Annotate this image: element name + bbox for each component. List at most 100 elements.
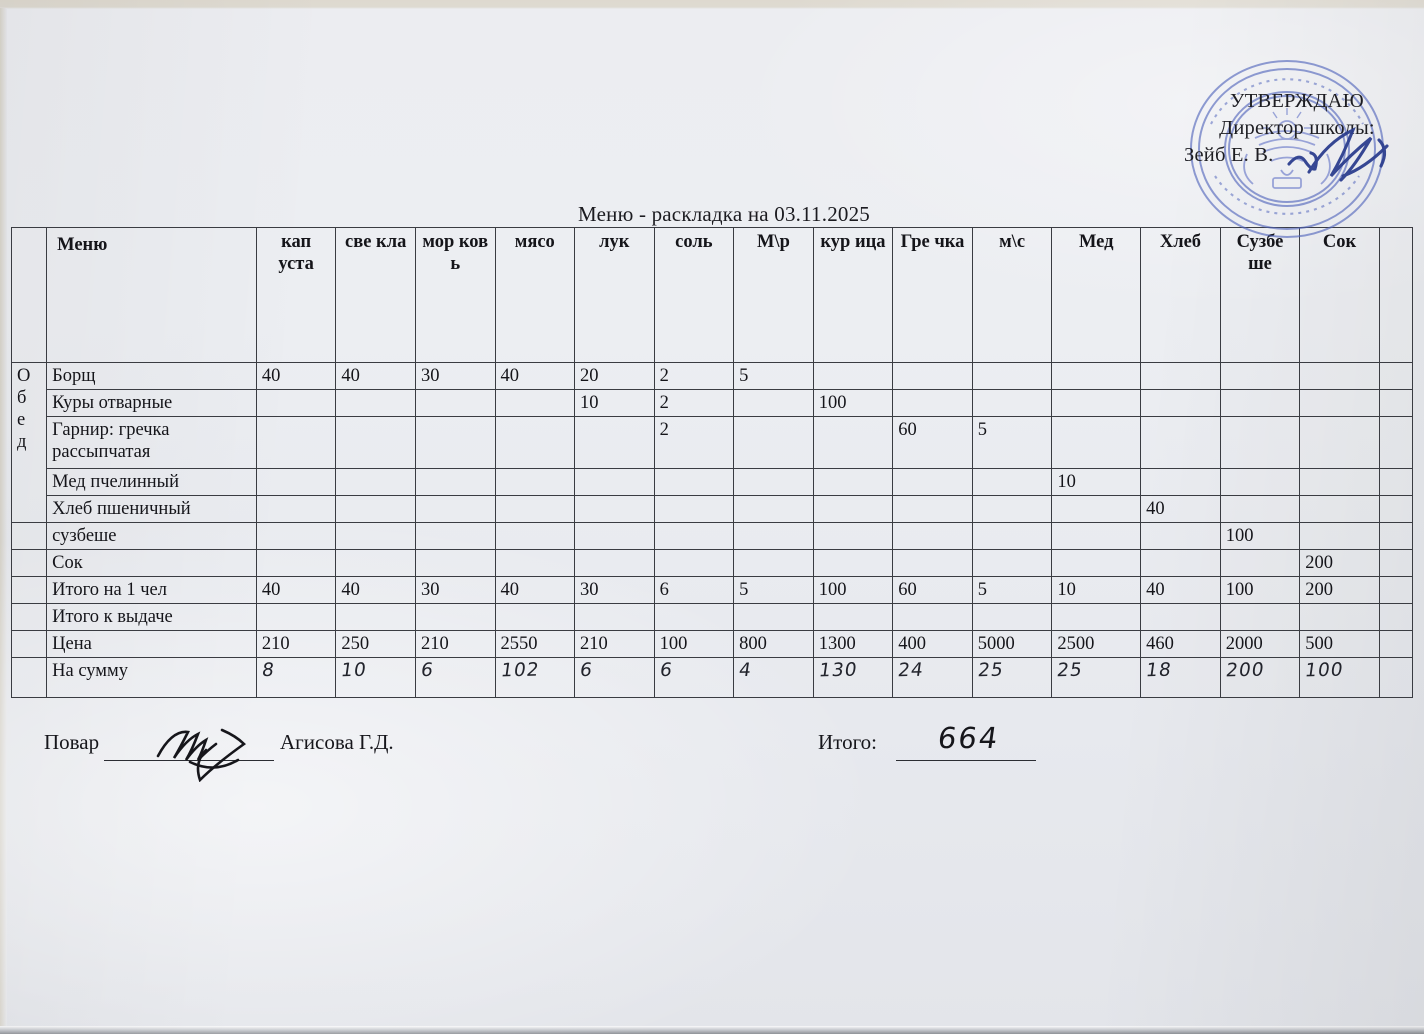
meal-period-letter: д bbox=[17, 432, 27, 452]
header-ingredient-luk: лук bbox=[574, 227, 655, 363]
cell-value bbox=[255, 522, 337, 550]
cell-value bbox=[414, 389, 496, 417]
cell-value: 210 bbox=[414, 630, 496, 658]
cell-value bbox=[335, 495, 416, 523]
header-ingredient-kuritsa: кур ица bbox=[812, 227, 894, 363]
menu-layout-table: Меню кап уста све кла мор ков ь мясо лук… bbox=[10, 227, 1414, 698]
header-trailing-blank bbox=[1378, 227, 1414, 363]
header-ingredient-suzbeshe: Сузбе ше bbox=[1219, 227, 1301, 363]
trailing-blank-cell bbox=[1378, 630, 1414, 658]
cell-value: 5 bbox=[733, 576, 814, 604]
cell-value bbox=[1140, 389, 1221, 417]
row-label: сузбеше bbox=[46, 522, 257, 550]
cell-value: 100 bbox=[653, 630, 735, 658]
cell-value: 250 bbox=[335, 630, 416, 658]
trailing-blank-cell bbox=[1378, 416, 1414, 469]
cell-value: 40 bbox=[255, 576, 337, 604]
meal-period-spacer bbox=[10, 522, 48, 550]
cell-value: 6 bbox=[574, 657, 655, 698]
row-label: Цена bbox=[46, 630, 257, 658]
trailing-blank-cell bbox=[1378, 549, 1414, 577]
cell-value bbox=[812, 416, 894, 469]
approval-director-name: Зейб Е. В. bbox=[1184, 144, 1274, 166]
cell-value: 10 bbox=[574, 389, 655, 417]
cell-value bbox=[653, 495, 735, 523]
cell-value bbox=[335, 416, 416, 469]
cell-value bbox=[255, 416, 337, 469]
cell-value bbox=[733, 389, 814, 417]
cell-value bbox=[812, 549, 894, 577]
cell-value bbox=[494, 522, 576, 550]
cell-value bbox=[653, 549, 735, 577]
cell-value bbox=[971, 549, 1053, 577]
cell-value: 5 bbox=[971, 416, 1053, 469]
cell-value bbox=[812, 362, 894, 390]
cell-value bbox=[1051, 416, 1142, 469]
cell-value: 8 bbox=[255, 657, 337, 698]
cell-value bbox=[1219, 362, 1301, 390]
grand-total-value: 664 bbox=[935, 721, 1002, 755]
cell-value bbox=[414, 468, 496, 496]
table-row: На сумму 8 10 6 102 6 6 4 130 24 25 25 18 200 100 bbox=[10, 657, 1414, 698]
cell-value bbox=[971, 468, 1053, 496]
cell-value bbox=[971, 495, 1053, 523]
row-label: Гарнир: гречка рассыпчатая bbox=[46, 416, 257, 469]
cell-value: 210 bbox=[574, 630, 655, 658]
cell-value: 100 bbox=[1299, 657, 1380, 698]
table-row: Куры отварные 10 2 100 bbox=[12, 389, 1414, 417]
cell-value bbox=[1219, 549, 1301, 577]
trailing-blank-cell bbox=[1378, 362, 1414, 390]
cell-value bbox=[733, 495, 814, 523]
cell-value bbox=[1219, 495, 1301, 523]
cell-value bbox=[574, 416, 655, 469]
approval-utverzhdayu: УТВЕРЖДАЮ bbox=[1230, 90, 1364, 112]
cell-value bbox=[653, 603, 735, 631]
cell-value: 100 bbox=[1219, 522, 1301, 550]
header-ingredient-morkov: мор ков ь bbox=[414, 227, 496, 363]
cell-value bbox=[414, 495, 496, 523]
cell-value bbox=[733, 522, 814, 550]
header-ingredient-kapusta: кап уста bbox=[255, 227, 337, 363]
cell-value bbox=[335, 549, 416, 577]
table-row: Гарнир: гречка рассыпчатая 2 60 5 bbox=[12, 416, 1414, 469]
cell-value bbox=[1051, 603, 1142, 631]
meal-period-spacer bbox=[10, 630, 48, 658]
cell-value bbox=[971, 389, 1053, 417]
cell-value: 800 bbox=[733, 630, 814, 658]
cell-value bbox=[494, 389, 576, 417]
header-ingredient-grechka: Гре чка bbox=[892, 227, 973, 363]
cell-value bbox=[733, 416, 814, 469]
cell-value bbox=[414, 522, 496, 550]
cell-value: 25 bbox=[1051, 657, 1142, 698]
cell-value: 40 bbox=[255, 362, 337, 390]
cell-value: 6 bbox=[653, 657, 735, 698]
row-label: Итого к выдаче bbox=[46, 603, 257, 631]
cell-value bbox=[892, 603, 973, 631]
cell-value bbox=[1051, 362, 1142, 390]
cell-value: 10 bbox=[1051, 468, 1142, 496]
cell-value bbox=[1219, 389, 1301, 417]
row-label: Борщ bbox=[46, 362, 257, 390]
cell-value: 60 bbox=[892, 416, 973, 469]
cell-value bbox=[892, 495, 973, 523]
cook-signature-rule bbox=[104, 760, 274, 761]
cell-value bbox=[255, 495, 337, 523]
table-row: Сок 200 bbox=[10, 549, 1414, 577]
cell-value bbox=[255, 603, 337, 631]
cell-value: 40 bbox=[1140, 576, 1221, 604]
header-meal-period bbox=[10, 227, 48, 363]
meal-period-letter: О bbox=[17, 366, 31, 386]
cell-value bbox=[414, 416, 496, 469]
cell-value: 100 bbox=[812, 576, 894, 604]
cell-value bbox=[971, 522, 1053, 550]
document-footer: Повар Агисова Г.Д. Итого: 664 bbox=[0, 721, 1424, 792]
header-ingredient-sok: Сок bbox=[1299, 227, 1380, 363]
cell-value: 2500 bbox=[1051, 630, 1142, 658]
cell-value: 200 bbox=[1299, 576, 1380, 604]
header-ingredient-khleb: Хлеб bbox=[1140, 227, 1221, 363]
header-ingredient-ms: м\с bbox=[971, 227, 1053, 363]
cell-value bbox=[653, 468, 735, 496]
header-ingredient-mr: М\р bbox=[733, 227, 814, 363]
cell-value: 2 bbox=[653, 389, 735, 417]
